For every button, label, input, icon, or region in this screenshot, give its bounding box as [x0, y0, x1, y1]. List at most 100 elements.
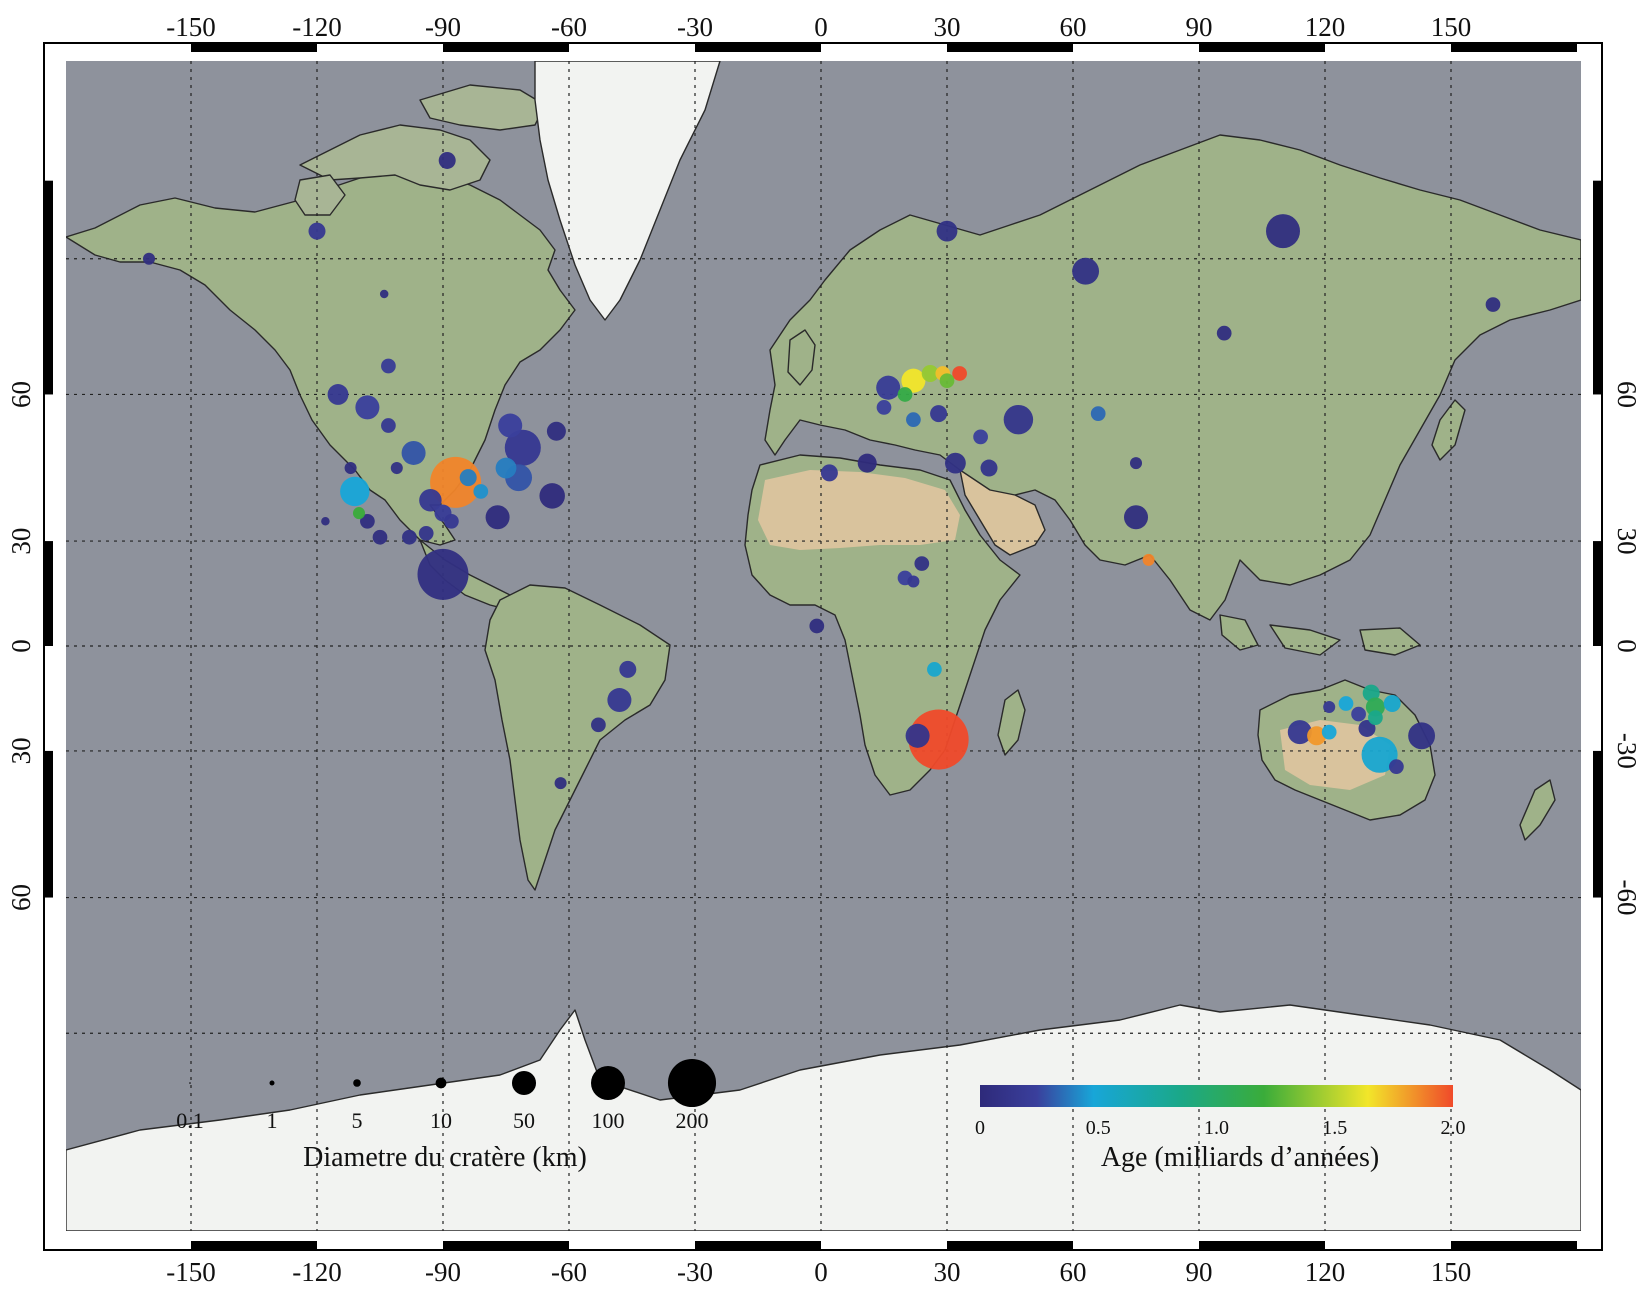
crater-marker	[498, 413, 523, 438]
crater-marker	[372, 529, 388, 545]
age-legend-tick: 1.5	[1322, 1117, 1347, 1139]
x-tick-label-bottom: 0	[814, 1257, 828, 1287]
crater-marker	[936, 220, 958, 242]
crater-marker	[340, 476, 370, 507]
frame-ticks	[44, 43, 1602, 1250]
crater-marker	[418, 525, 434, 541]
crater-marker	[1368, 710, 1383, 725]
crater-marker	[504, 429, 541, 466]
crater-marker	[980, 459, 998, 477]
size-legend-circle	[591, 1066, 625, 1100]
crater-marker	[1323, 701, 1336, 714]
crater-marker	[1287, 720, 1312, 745]
crater-marker	[352, 507, 366, 520]
crater-marker	[308, 222, 326, 240]
map-frame	[43, 42, 1603, 1251]
crater-marker	[381, 418, 396, 433]
frame-segment	[191, 43, 317, 52]
size-legend-label: 5	[352, 1108, 363, 1133]
crater-marker	[1142, 553, 1155, 566]
size-legend-circle	[269, 1080, 275, 1086]
y-tick-label-left: 60	[6, 884, 36, 911]
crater-marker	[438, 151, 456, 169]
crater-marker	[1307, 726, 1327, 746]
frame-segment	[443, 43, 569, 52]
size-legend-circle	[189, 1082, 191, 1084]
age-legend-tick: 1.0	[1204, 1117, 1229, 1139]
crater-marker	[876, 400, 892, 415]
graticule	[66, 61, 1581, 1231]
land-madagascar	[997, 689, 1026, 756]
crater-marker	[930, 405, 948, 423]
frame-segment	[1593, 750, 1602, 898]
crater-marker	[539, 483, 565, 509]
crater-marker	[591, 717, 606, 733]
crater-marker	[905, 723, 930, 748]
landmasses	[66, 61, 1581, 1231]
size-legend-label: 1	[267, 1108, 278, 1133]
x-tick-label-bottom: -60	[551, 1257, 587, 1287]
crater-marker	[906, 412, 921, 428]
crater-marker	[1408, 722, 1436, 750]
size-legend-title: Diametre du cratère (km)	[303, 1142, 587, 1173]
crater-marker	[327, 384, 349, 405]
crater-marker	[1383, 695, 1401, 713]
crater-marker	[473, 484, 489, 499]
crater-marker	[381, 358, 396, 374]
frame-segment	[947, 43, 1073, 52]
x-tick-label-top: -30	[677, 12, 713, 42]
crater-marker	[321, 517, 330, 526]
frame-segment	[695, 43, 821, 52]
crater-marker	[876, 375, 901, 400]
crater-marker	[908, 709, 969, 770]
crater-marker	[485, 505, 510, 530]
x-tick-label-bottom: -120	[292, 1257, 342, 1287]
x-tick-label-top: 90	[1186, 12, 1213, 42]
crater-marker	[1338, 696, 1354, 711]
crater-marker	[1365, 697, 1385, 717]
x-tick-label-top: 120	[1305, 12, 1346, 42]
size-legend-circle	[435, 1077, 447, 1089]
crater-marker	[1216, 325, 1232, 341]
age-legend-tick: 0.5	[1086, 1117, 1111, 1139]
crater-marker	[417, 548, 469, 600]
size-legend: 0.1 1 5 10 50 100 200 Diametre du cratère (km)	[176, 1058, 717, 1173]
size-legend-label: 200	[676, 1108, 709, 1133]
x-tick-label-top: 0	[814, 12, 828, 42]
frame-segment	[44, 180, 53, 395]
crater-marker	[939, 373, 955, 389]
crater-markers	[142, 151, 1501, 790]
crater-marker	[1358, 719, 1376, 737]
crater-marker	[809, 618, 825, 634]
land-antarctica	[66, 1004, 1581, 1231]
crater-marker	[444, 513, 459, 529]
x-tick-label-top: -60	[551, 12, 587, 42]
land-sahara	[758, 470, 960, 550]
crater-marker	[944, 452, 966, 474]
crater-marker	[344, 462, 357, 475]
y-tick-label-right: 30	[1612, 528, 1642, 555]
size-legend-label: 100	[592, 1108, 625, 1133]
crater-marker	[355, 395, 380, 420]
x-tick-label-top: 60	[1060, 12, 1087, 42]
crater-marker	[1389, 759, 1404, 775]
crater-marker	[419, 489, 442, 512]
x-tick-label-bottom: -150	[166, 1257, 216, 1287]
crater-marker	[1072, 257, 1100, 285]
land-south-america	[484, 584, 671, 891]
age-legend: 0 0.5 1.0 1.5 2.0 Age (milliards d’années)	[975, 1085, 1466, 1173]
crater-marker	[1361, 736, 1398, 773]
y-tick-label-left: 60	[6, 381, 36, 408]
age-legend-title: Age (milliards d’années)	[1101, 1142, 1379, 1173]
crater-marker	[1362, 684, 1380, 702]
frame-segment	[1451, 1241, 1577, 1250]
crater-marker	[1266, 214, 1300, 249]
crater-marker	[921, 364, 939, 382]
size-legend-circle	[667, 1058, 717, 1108]
age-legend-tick: 0	[975, 1117, 985, 1139]
frame-segment	[191, 1241, 317, 1250]
frame-segment	[443, 1241, 569, 1250]
size-legend-label: 0.1	[176, 1108, 204, 1133]
frame-segment	[1199, 1241, 1325, 1250]
